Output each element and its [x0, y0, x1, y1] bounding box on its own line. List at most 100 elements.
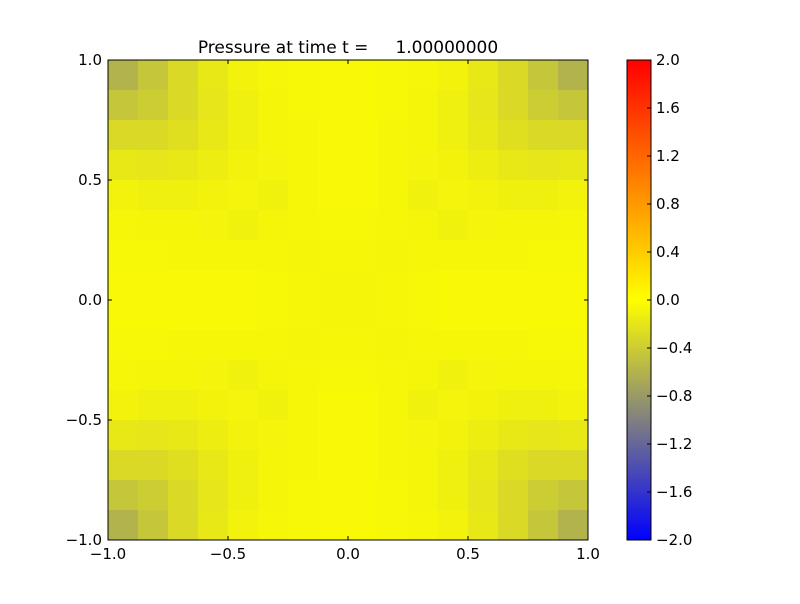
heatmap-cell — [168, 480, 199, 511]
heatmap-cell — [228, 510, 259, 541]
heatmap-cell — [558, 480, 589, 511]
heatmap-cell — [258, 210, 289, 241]
heatmap-cell — [228, 240, 259, 271]
heatmap-cell — [558, 240, 589, 271]
heatmap-cell — [408, 270, 439, 301]
colorbar-tick-label: −1.2 — [656, 435, 692, 453]
heatmap-cell — [258, 420, 289, 451]
axes-ticks: −1.0 −0.5 0.0 0.5 1.0 −1.0 −0.5 0.0 0.5 1.0 — [66, 51, 600, 563]
heatmap-cell — [468, 510, 499, 541]
heatmap-cell — [168, 60, 199, 91]
heatmap-cell — [468, 240, 499, 271]
heatmap-cell — [528, 270, 559, 301]
colorbar-tick-label: 2.0 — [656, 51, 680, 69]
heatmap-cell — [348, 270, 379, 301]
heatmap-cell — [558, 510, 589, 541]
heatmap-cell — [378, 480, 409, 511]
heatmap-cell — [318, 90, 349, 121]
heatmap-cell — [168, 150, 199, 181]
heatmap-cell — [408, 330, 439, 361]
heatmap-cell — [438, 420, 469, 451]
heatmap-cell — [288, 330, 319, 361]
heatmap-cell — [378, 450, 409, 481]
heatmap-cell — [498, 90, 529, 121]
heatmap-cell — [408, 300, 439, 331]
heatmap-cell — [138, 240, 169, 271]
heatmap-cell — [438, 300, 469, 331]
colorbar-ticks: −2.0 −1.6 −1.2 −0.8 −0.4 0.0 0.4 0.8 1.2 1.6 2.0 — [647, 51, 692, 549]
heatmap-cell — [198, 450, 229, 481]
heatmap-cell — [258, 480, 289, 511]
heatmap-cell — [348, 300, 379, 331]
heatmap-cell — [408, 240, 439, 271]
heatmap-cell — [498, 240, 529, 271]
heatmap-cell — [198, 180, 229, 211]
heatmap-cell — [528, 390, 559, 421]
x-tick-label: −0.5 — [210, 545, 246, 563]
heatmap-cell — [258, 90, 289, 121]
heatmap-cell — [378, 270, 409, 301]
heatmap-cell — [138, 180, 169, 211]
heatmap-cell — [228, 210, 259, 241]
heatmap-cell — [138, 420, 169, 451]
heatmap-cell — [378, 120, 409, 151]
heatmap-cell — [258, 270, 289, 301]
heatmap-cell — [288, 240, 319, 271]
heatmap-cell — [468, 180, 499, 211]
heatmap-cell — [468, 390, 499, 421]
heatmap-cell — [378, 240, 409, 271]
heatmap-cell — [318, 510, 349, 541]
heatmap-cell — [408, 360, 439, 391]
heatmap-cell — [558, 450, 589, 481]
heatmap-cell — [138, 120, 169, 151]
heatmap-cell — [498, 480, 529, 511]
heatmap-cell — [498, 300, 529, 331]
heatmap-cell — [378, 390, 409, 421]
heatmap-cell — [228, 480, 259, 511]
heatmap-cell — [198, 270, 229, 301]
heatmap-cell — [558, 330, 589, 361]
heatmap-cell — [198, 60, 229, 91]
heatmap-cell — [378, 360, 409, 391]
heatmap-cell — [408, 90, 439, 121]
heatmap-cell — [258, 390, 289, 421]
heatmap-cell — [108, 90, 139, 121]
heatmap-cell — [378, 510, 409, 541]
heatmap-cell — [288, 180, 319, 211]
heatmap-cell — [168, 330, 199, 361]
colorbar-tick-label: 1.6 — [656, 99, 680, 117]
heatmap-cell — [228, 60, 259, 91]
heatmap-cell — [468, 210, 499, 241]
heatmap-cell — [558, 150, 589, 181]
heatmap-cell — [318, 270, 349, 301]
heatmap-cell — [198, 480, 229, 511]
heatmap-cell — [438, 60, 469, 91]
heatmap-cell — [348, 360, 379, 391]
heatmap-cell — [138, 60, 169, 91]
heatmap-cell — [198, 390, 229, 421]
heatmap-cell — [228, 390, 259, 421]
heatmap-cell — [348, 90, 379, 121]
heatmap-cell — [378, 180, 409, 211]
heatmap-cell — [468, 300, 499, 331]
heatmap-cells — [108, 60, 589, 541]
heatmap-cell — [348, 60, 379, 91]
heatmap-cell — [528, 90, 559, 121]
heatmap-cell — [258, 120, 289, 151]
x-tick-label: −1.0 — [90, 545, 126, 563]
heatmap-cell — [378, 90, 409, 121]
heatmap-cell — [438, 510, 469, 541]
heatmap-cell — [348, 150, 379, 181]
heatmap-cell — [138, 300, 169, 331]
heatmap-cell — [348, 480, 379, 511]
colorbar-tick-label: 0.4 — [656, 243, 680, 261]
heatmap-cell — [408, 150, 439, 181]
heatmap-cell — [528, 480, 559, 511]
heatmap-cell — [288, 510, 319, 541]
heatmap-cell — [378, 60, 409, 91]
heatmap-cell — [168, 90, 199, 121]
heatmap-cell — [138, 150, 169, 181]
heatmap-cell — [468, 120, 499, 151]
heatmap-cell — [318, 480, 349, 511]
heatmap-cell — [438, 480, 469, 511]
